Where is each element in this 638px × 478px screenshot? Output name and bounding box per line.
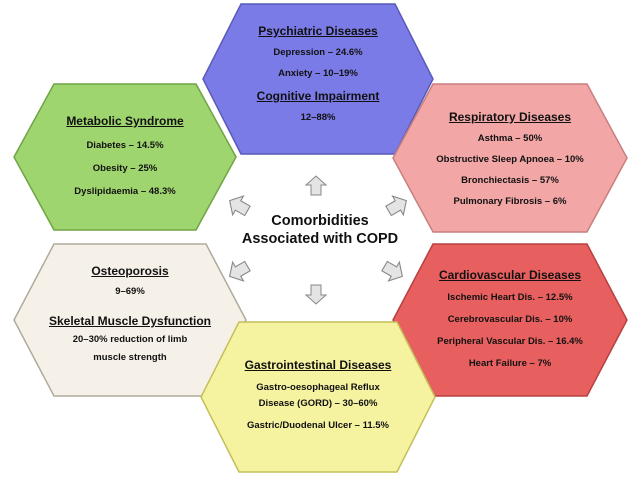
center-label: Comorbidities Associated with COPD (220, 212, 420, 248)
gastro-item-gord-line1: Gastro-oesophageal Reflux (256, 382, 380, 393)
skeletal-muscle-line1: 20–30% reduction of limb (72, 334, 188, 345)
psychiatric-item-anxiety: Anxiety – 10–19% (278, 68, 358, 79)
psychiatric-title: Psychiatric Diseases (258, 24, 378, 38)
respiratory-item-pulmonary-fibrosis: Pulmonary Fibrosis – 6% (453, 196, 567, 207)
cognitive-impairment-value: 12–88% (300, 112, 336, 123)
hexagon-respiratory: Respiratory Diseases Asthma – 50% Obstru… (392, 83, 628, 233)
arrow-up-icon (304, 175, 328, 196)
gastro-item-gord-line2: Disease (GORD) – 30–60% (258, 398, 378, 409)
hexagon-respiratory-content: Respiratory Diseases Asthma – 50% Obstru… (393, 84, 627, 232)
center-label-line1: Comorbidities (271, 213, 369, 229)
arrow-upper-left-icon (228, 195, 251, 217)
metabolic-item-obesity: Obesity – 25% (92, 163, 158, 174)
hexagon-cardiovascular-content: Cardiovascular Diseases Ischemic Heart D… (393, 244, 627, 396)
arrow-upper-right-icon (385, 195, 408, 217)
hexagon-fill (200, 321, 436, 473)
hexagon-cardiovascular-shape (392, 243, 628, 397)
cardiovascular-item-heart-failure: Heart Failure – 7% (468, 358, 552, 369)
respiratory-title: Respiratory Diseases (448, 110, 572, 124)
cognitive-impairment-title: Cognitive Impairment (256, 89, 380, 103)
gastrointestinal-title: Gastrointestinal Diseases (244, 358, 392, 372)
hexagon-psychiatric: Psychiatric Diseases Depression – 24.6% … (202, 3, 434, 155)
hexagon-gastrointestinal: Gastrointestinal Diseases Gastro-oesopha… (200, 321, 436, 473)
arrow-lower-left-icon (228, 260, 251, 282)
hexagon-respiratory-shape (392, 83, 628, 233)
arrow-lower-right-icon (381, 260, 404, 282)
cardiovascular-item-ischemic: Ischemic Heart Dis. – 12.5% (447, 292, 573, 303)
hexagon-fill (392, 243, 628, 397)
arrow-down-icon (304, 284, 328, 305)
cardiovascular-title: Cardiovascular Diseases (438, 268, 582, 282)
hexagon-fill (392, 83, 628, 233)
respiratory-item-sleep-apnoea: Obstructive Sleep Apnoea – 10% (436, 154, 584, 165)
metabolic-item-dyslipidaemia: Dyslipidaemia – 48.3% (74, 186, 176, 197)
hexagon-metabolic-content: Metabolic Syndrome Diabetes – 14.5% Obes… (14, 84, 236, 230)
center-label-line2: Associated with COPD (241, 231, 399, 247)
hexagon-psychiatric-content: Psychiatric Diseases Depression – 24.6% … (203, 4, 433, 154)
respiratory-item-bronchiectasis: Bronchiectasis – 57% (461, 175, 559, 186)
osteoporosis-value: 9–69% (115, 286, 145, 297)
cardiovascular-item-cerebrovascular: Cerebrovascular Dis. – 10% (447, 314, 573, 325)
hexagon-gastrointestinal-content: Gastrointestinal Diseases Gastro-oesopha… (201, 322, 435, 472)
hexagon-metabolic: Metabolic Syndrome Diabetes – 14.5% Obes… (13, 83, 237, 231)
hexagon-cardiovascular: Cardiovascular Diseases Ischemic Heart D… (392, 243, 628, 397)
skeletal-muscle-title: Skeletal Muscle Dysfunction (48, 314, 212, 328)
cardiovascular-item-peripheral: Peripheral Vascular Dis. – 16.4% (437, 336, 583, 347)
metabolic-item-diabetes: Diabetes – 14.5% (86, 140, 164, 151)
gastro-item-ulcer: Gastric/Duodenal Ulcer – 11.5% (246, 420, 390, 431)
skeletal-muscle-line2: muscle strength (93, 352, 167, 363)
hexagon-osteoporosis-content: Osteoporosis 9–69% Skeletal Muscle Dysfu… (14, 244, 246, 396)
hexagon-gastrointestinal-shape (200, 321, 436, 473)
hexagon-fill (13, 83, 237, 231)
psychiatric-item-depression: Depression – 24.6% (273, 47, 363, 58)
hexagon-metabolic-shape (13, 83, 237, 231)
osteoporosis-title: Osteoporosis (91, 264, 169, 278)
respiratory-item-asthma: Asthma – 50% (477, 133, 543, 144)
hexagon-osteoporosis: Osteoporosis 9–69% Skeletal Muscle Dysfu… (13, 243, 247, 397)
metabolic-title: Metabolic Syndrome (66, 114, 184, 128)
